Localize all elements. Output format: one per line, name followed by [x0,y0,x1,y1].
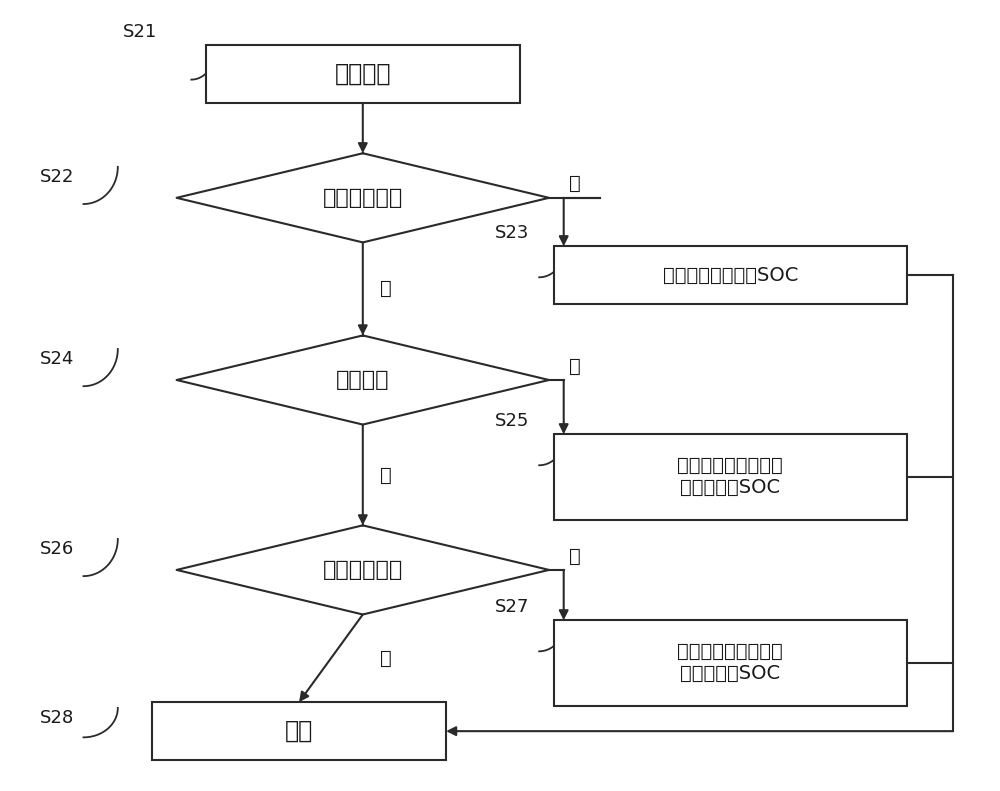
Text: 默认充电模式: 默认充电模式 [323,187,403,208]
FancyBboxPatch shape [152,702,446,760]
Text: 系统启动: 系统启动 [335,62,391,85]
Polygon shape [177,525,549,615]
Text: 是: 是 [569,357,580,376]
Text: 确定默认充电截止SOC: 确定默认充电截止SOC [663,266,798,285]
Text: 否: 否 [380,649,392,668]
Text: S24: S24 [39,350,74,369]
Polygon shape [177,335,549,425]
Text: 根据需求里程计算需
求充电截止SOC: 根据需求里程计算需 求充电截止SOC [677,642,783,683]
Text: S25: S25 [495,412,529,430]
Polygon shape [177,153,549,242]
Text: S22: S22 [39,168,74,186]
FancyBboxPatch shape [554,246,907,305]
Text: 设定里程模式: 设定里程模式 [323,560,403,580]
Text: 是: 是 [569,547,580,566]
Text: S27: S27 [495,599,529,616]
Text: S28: S28 [39,710,74,727]
Text: S23: S23 [495,225,529,242]
Text: 返回: 返回 [285,719,313,744]
Text: S21: S21 [123,23,157,41]
Text: 回家模式: 回家模式 [336,370,390,390]
Text: S26: S26 [39,540,74,558]
Text: 是: 是 [569,174,580,193]
Text: 否: 否 [380,465,392,484]
Text: 否: 否 [380,279,392,298]
FancyBboxPatch shape [554,434,907,520]
FancyBboxPatch shape [554,620,907,706]
Text: 根据行驶路线计算需
求充电截止SOC: 根据行驶路线计算需 求充电截止SOC [677,456,783,498]
FancyBboxPatch shape [206,45,520,103]
